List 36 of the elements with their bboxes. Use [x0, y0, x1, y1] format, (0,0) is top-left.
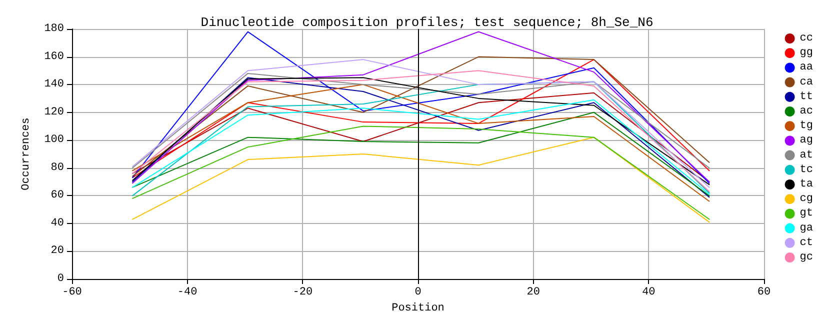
y-tick-label: 0 [57, 273, 64, 285]
legend-label: tt [800, 90, 813, 103]
y-tick-label: 20 [50, 245, 64, 258]
y-tick-label: 160 [44, 50, 64, 63]
legend-label: aa [800, 62, 814, 74]
legend-label: tc [800, 164, 813, 176]
legend-label: ac [800, 106, 813, 118]
x-tick-label: 0 [414, 286, 422, 298]
legend-label: ca [800, 76, 814, 88]
y-tick-label: 140 [44, 78, 64, 91]
x-tick-label: -20 [292, 286, 313, 298]
legend-label: at [800, 149, 813, 162]
x-tick-label: -40 [177, 286, 198, 298]
legend-label: ta [800, 178, 814, 190]
legend-label: gc [800, 252, 813, 264]
legend-label: tg [800, 120, 813, 132]
y-tick-label: 120 [44, 106, 64, 118]
legend-label: gg [800, 47, 813, 60]
y-tick-label: 100 [44, 134, 64, 146]
x-tick-label: 40 [642, 286, 656, 298]
legend-label: ga [800, 222, 814, 234]
x-tick-label: 60 [757, 286, 771, 298]
y-tick-label: 80 [50, 162, 64, 174]
legend-label: gt [800, 208, 813, 220]
chart-title: Dinucleotide composition profiles; test sequence; 8h_Se_N6 [200, 15, 654, 30]
x-tick-label: 20 [526, 286, 540, 298]
legend-label: cc [800, 32, 813, 44]
y-tick-label: 40 [50, 217, 64, 230]
x-axis-title: Position [392, 302, 444, 314]
y-tick-label: 60 [50, 190, 64, 202]
legend-label: cg [800, 193, 813, 206]
x-tick-label: -60 [62, 286, 82, 298]
legend-label: ag [800, 134, 813, 147]
y-tick-label: 180 [44, 23, 64, 35]
legend-label: ct [800, 236, 813, 249]
y-axis-title: Occurrences [20, 118, 32, 190]
